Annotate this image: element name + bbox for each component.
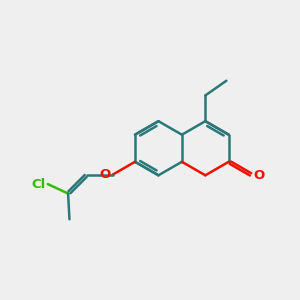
Text: O: O (99, 168, 111, 181)
Text: O: O (254, 169, 265, 182)
Text: Cl: Cl (32, 178, 46, 190)
